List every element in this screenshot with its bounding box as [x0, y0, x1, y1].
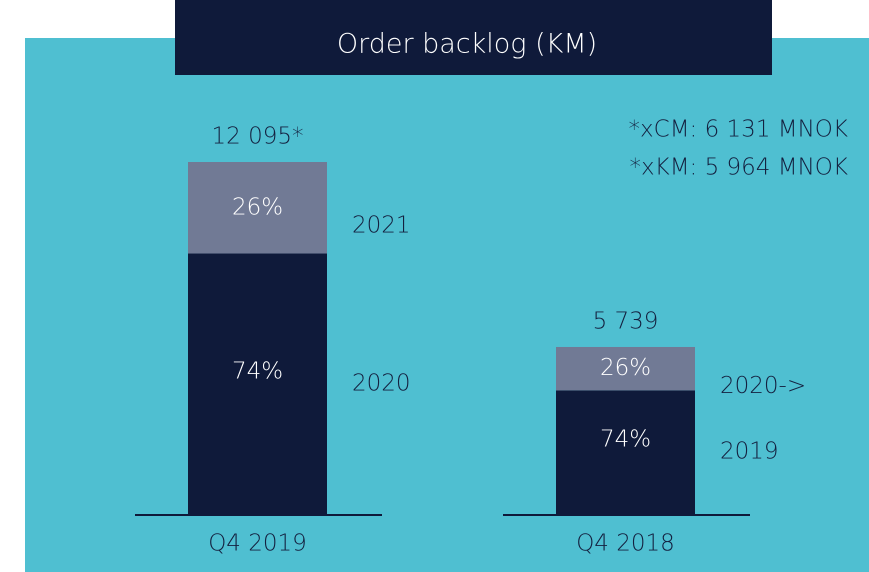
bar-segment: [188, 162, 327, 254]
segment-name: 2020->: [720, 373, 806, 399]
bar-segment: [556, 390, 695, 514]
category-label: Q4 2019: [208, 531, 307, 557]
title-box: [175, 0, 772, 75]
segment-label: 26%: [232, 194, 283, 220]
note: *xCM: 6 131 MNOK: [629, 117, 848, 143]
category-label: Q4 2018: [576, 531, 675, 557]
segment-label: 74%: [232, 358, 283, 384]
segment-name: 2020: [352, 370, 411, 396]
segment-name: 2019: [720, 439, 779, 465]
bar-segment: [556, 346, 695, 391]
background: [25, 38, 869, 572]
total-label: 5 739: [593, 308, 659, 334]
bar-segment: [188, 253, 327, 514]
note: *xKM: 5 964 MNOK: [630, 155, 849, 181]
total-label: 12 095*: [212, 124, 304, 150]
segment-name: 2021: [352, 212, 411, 238]
chart-title: Order backlog (KM): [337, 29, 597, 60]
segment-label: 26%: [600, 355, 651, 381]
segment-label: 74%: [600, 427, 651, 453]
